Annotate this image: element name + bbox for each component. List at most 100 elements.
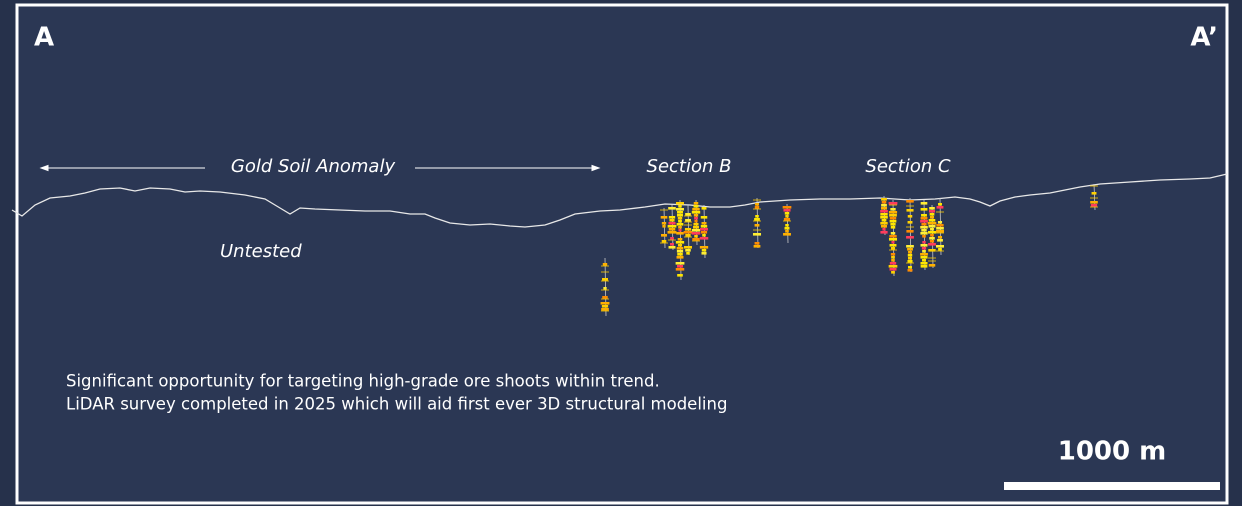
anomaly-arrows xyxy=(39,164,601,172)
drill-hole-part xyxy=(907,257,913,260)
drill-hole-part xyxy=(691,232,701,235)
drill-hole-part xyxy=(888,265,898,268)
drill-hole-part xyxy=(929,237,935,240)
drill-hole-part xyxy=(936,245,944,248)
drill-hole-part xyxy=(660,216,668,219)
drill-hole-part xyxy=(888,202,898,205)
drill-hole-part xyxy=(755,215,759,218)
drill-hole-part xyxy=(936,224,944,227)
drill-hole-part xyxy=(754,218,760,221)
drill-hole-part xyxy=(694,220,698,223)
drill-hole-part xyxy=(684,228,692,231)
drill-hole-part xyxy=(677,244,683,247)
drill-hole-part xyxy=(693,202,699,205)
drill-hole-part xyxy=(693,205,699,208)
drill-hole-part xyxy=(662,225,666,228)
drill-hole-part xyxy=(907,215,913,218)
drill-hole-part xyxy=(929,207,935,210)
drill-hole-part xyxy=(930,228,934,231)
drill-hole-part xyxy=(922,259,926,262)
scale-bar xyxy=(1004,482,1220,490)
drill-hole-part xyxy=(668,228,676,231)
drill-hole-part xyxy=(906,236,914,239)
drill-hole-part xyxy=(920,256,928,259)
drill-hole-part xyxy=(890,226,896,229)
drill-hole-part xyxy=(890,232,896,235)
drill-hole-part xyxy=(921,247,927,250)
terrain-profile xyxy=(11,173,1228,228)
drill-hole-part xyxy=(890,208,896,211)
drill-hole-part xyxy=(928,210,936,213)
drill-hole-part xyxy=(889,214,897,217)
drill-hole-part xyxy=(785,224,789,227)
drill-hole-part xyxy=(701,222,707,225)
drill-hole-part xyxy=(677,238,683,241)
drill-hole-part xyxy=(920,265,928,268)
drill-hole-part xyxy=(937,239,943,242)
drill-hole-part xyxy=(785,230,789,233)
drill-hole-part xyxy=(921,223,927,226)
drill-hole-part xyxy=(685,213,691,216)
drill-hole-part xyxy=(676,208,684,211)
drill-hole-part xyxy=(677,214,683,217)
drill-hole-part xyxy=(676,202,684,205)
drill-hole-part xyxy=(784,212,790,215)
drill-hole-part xyxy=(685,249,691,252)
drill-hole-part xyxy=(694,217,698,220)
note-line: Significant opportunity for targeting hi… xyxy=(66,372,660,391)
drill-hole-part xyxy=(783,209,791,212)
drill-hole-part xyxy=(881,207,887,210)
drill-hole-part xyxy=(699,237,709,240)
drill-hole-part xyxy=(938,203,942,206)
drill-hole-part xyxy=(693,223,699,226)
drill-hole-part xyxy=(669,219,675,222)
drill-hole-part xyxy=(906,245,914,248)
drill-hole-part xyxy=(683,231,693,234)
drill-hole-part xyxy=(668,207,676,210)
drill-hole-part xyxy=(1091,192,1097,195)
drill-hole-part xyxy=(889,217,897,220)
drill-hole-part xyxy=(601,305,609,308)
drill-hole-part xyxy=(891,271,895,274)
drill-hole-part xyxy=(676,256,684,259)
drill-hole-part xyxy=(670,243,674,246)
drill-hole-part xyxy=(921,214,927,217)
drill-hole-part xyxy=(1090,201,1098,204)
drill-hole-part xyxy=(601,308,609,311)
drill-hole-part xyxy=(920,253,928,256)
drill-hole-part xyxy=(907,269,913,272)
section-b-label: Section B xyxy=(647,156,732,177)
drill-hole-part xyxy=(700,225,708,228)
drill-hole-part xyxy=(753,245,761,248)
drill-hole-part xyxy=(907,254,913,257)
drill-hole-part xyxy=(880,222,888,225)
drill-hole-part xyxy=(922,250,926,253)
drill-hole-part xyxy=(882,228,886,231)
drill-hole-part xyxy=(675,262,685,265)
drill-hole-part xyxy=(889,220,897,223)
drill-hole-part xyxy=(785,215,789,218)
drill-hole-part xyxy=(920,226,928,229)
drill-hole-part xyxy=(675,241,685,244)
drill-hole-part xyxy=(692,208,700,211)
drill-hole-part xyxy=(677,274,683,277)
drill-hole-part xyxy=(685,234,691,237)
drill-hole-part xyxy=(938,248,942,251)
drill-hole-part xyxy=(880,210,888,213)
drill-hole-part xyxy=(889,262,897,265)
drill-hole-part xyxy=(677,253,683,256)
drill-hole-part xyxy=(889,235,897,238)
drill-hole-part xyxy=(881,204,887,207)
drill-hole-part xyxy=(881,225,887,228)
drill-hole-part xyxy=(891,259,895,262)
drill-hole-part xyxy=(922,235,926,238)
drill-hole-part xyxy=(928,225,936,228)
start-label: A xyxy=(34,23,54,53)
drill-hole-part xyxy=(691,229,701,232)
drill-hole-part xyxy=(889,244,897,247)
drill-hole-part xyxy=(700,228,708,231)
drill-hole-part xyxy=(920,217,928,220)
drill-hole-part xyxy=(888,211,898,214)
drill-hole-part xyxy=(930,234,934,237)
drill-hole-part xyxy=(668,222,676,225)
